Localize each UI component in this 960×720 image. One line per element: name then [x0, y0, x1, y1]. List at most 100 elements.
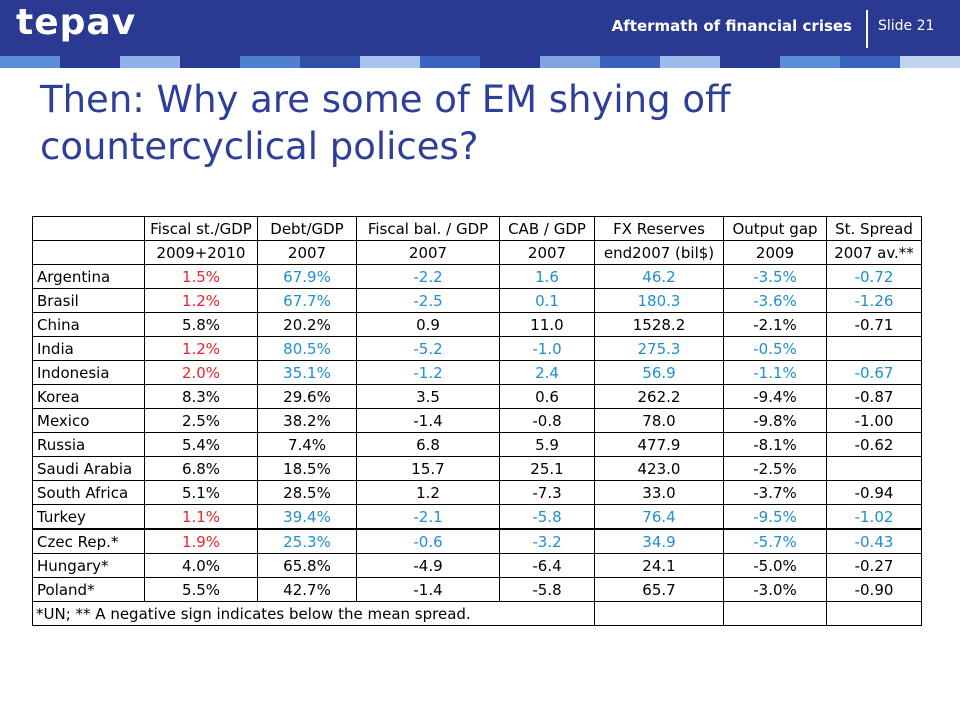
fiscal-stance-cell: 6.8% — [144, 456, 258, 481]
stripe-segment — [600, 56, 660, 68]
fiscal-stance-cell: 1.9% — [144, 528, 258, 554]
cab-gdp-cell: -5.8 — [499, 577, 595, 602]
column-header: Fiscal st./GDP — [144, 216, 258, 241]
table-row: Saudi Arabia 6.8% 18.5% 15.7 25.1 423.0 -2.5% — [32, 456, 922, 481]
fiscal-balance-cell: 6.8 — [356, 432, 500, 457]
country-cell: Saudi Arabia — [32, 456, 145, 481]
country-cell: Mexico — [32, 408, 145, 433]
spread-cell: -1.26 — [826, 288, 922, 313]
header-divider — [866, 10, 868, 48]
spread-cell: -1.00 — [826, 408, 922, 433]
fiscal-balance-cell: 3.5 — [356, 384, 500, 409]
output-gap-cell: -3.7% — [723, 480, 827, 505]
spread-cell: -0.43 — [826, 528, 922, 554]
output-gap-cell: -5.7% — [723, 528, 827, 554]
fiscal-balance-cell: -1.4 — [356, 408, 500, 433]
stripe-segment — [660, 56, 720, 68]
table-row: Czec Rep.* 1.9% 25.3% -0.6 -3.2 34.9 -5.7% -0.4… — [32, 528, 922, 554]
fx-reserves-cell: 33.0 — [594, 480, 724, 505]
table-row: South Africa 5.1% 28.5% 1.2 -7.3 33.0 -3.7% -0.… — [32, 480, 922, 505]
stripe-segment — [0, 56, 60, 68]
stripe-segment — [540, 56, 600, 68]
fiscal-balance-cell: -4.9 — [356, 553, 500, 578]
fx-reserves-cell: 275.3 — [594, 336, 724, 361]
stripe-segment — [480, 56, 540, 68]
cab-gdp-cell: 1.6 — [499, 264, 595, 289]
table-row: India 1.2% 80.5% -5.2 -1.0 275.3 -0.5% — [32, 336, 922, 361]
column-subheader: 2007 — [499, 240, 595, 265]
country-cell: Korea — [32, 384, 145, 409]
country-cell: South Africa — [32, 480, 145, 505]
fx-reserves-cell: 262.2 — [594, 384, 724, 409]
subheader-row: 2009+2010 2007 2007 2007 end2007 (bil$) 2009 2… — [32, 240, 922, 265]
spread-cell: -0.67 — [826, 360, 922, 385]
fx-reserves-cell: 1528.2 — [594, 312, 724, 337]
cab-gdp-cell: -3.2 — [499, 528, 595, 554]
fx-reserves-cell: 46.2 — [594, 264, 724, 289]
fiscal-stance-cell: 5.5% — [144, 577, 258, 602]
fiscal-stance-cell: 5.1% — [144, 480, 258, 505]
column-header: Debt/GDP — [257, 216, 357, 241]
debt-gdp-cell: 67.9% — [257, 264, 357, 289]
column-subheader: 2007 av.** — [826, 240, 922, 265]
fx-reserves-cell: 56.9 — [594, 360, 724, 385]
stripe-segment — [780, 56, 840, 68]
debt-gdp-cell: 18.5% — [257, 456, 357, 481]
output-gap-cell: -3.0% — [723, 577, 827, 602]
fiscal-stance-cell: 1.2% — [144, 288, 258, 313]
table-row: Argentina 1.5% 67.9% -2.2 1.6 46.2 -3.5% -0.72 — [32, 264, 922, 289]
country-cell: Poland* — [32, 577, 145, 602]
slide-title: Then: Why are some of EM shying off coun… — [40, 78, 731, 168]
country-cell: Czec Rep.* — [32, 528, 145, 554]
output-gap-cell: -9.4% — [723, 384, 827, 409]
cab-gdp-cell: 5.9 — [499, 432, 595, 457]
country-cell: India — [32, 336, 145, 361]
fiscal-stance-cell: 5.4% — [144, 432, 258, 457]
debt-gdp-cell: 29.6% — [257, 384, 357, 409]
fiscal-balance-cell: -0.6 — [356, 528, 500, 554]
table-row: Indonesia 2.0% 35.1% -1.2 2.4 56.9 -1.1% -0.67 — [32, 360, 922, 385]
fiscal-stance-cell: 4.0% — [144, 553, 258, 578]
debt-gdp-cell: 67.7% — [257, 288, 357, 313]
table-row: Brasil 1.2% 67.7% -2.5 0.1 180.3 -3.6% -1.26 — [32, 288, 922, 313]
cab-gdp-cell: -1.0 — [499, 336, 595, 361]
fiscal-balance-cell: -2.2 — [356, 264, 500, 289]
stripe-segment — [300, 56, 360, 68]
debt-gdp-cell: 25.3% — [257, 528, 357, 554]
column-header: Fiscal bal. / GDP — [356, 216, 500, 241]
spread-cell: -0.62 — [826, 432, 922, 457]
debt-gdp-cell: 65.8% — [257, 553, 357, 578]
spread-cell: -0.94 — [826, 480, 922, 505]
fx-reserves-cell: 180.3 — [594, 288, 724, 313]
stripe-segment — [120, 56, 180, 68]
column-subheader — [32, 240, 145, 265]
debt-gdp-cell: 28.5% — [257, 480, 357, 505]
debt-gdp-cell: 42.7% — [257, 577, 357, 602]
fiscal-balance-cell: -1.4 — [356, 577, 500, 602]
empty-cell — [723, 601, 827, 626]
fx-reserves-cell: 24.1 — [594, 553, 724, 578]
column-header: FX Reserves — [594, 216, 724, 241]
debt-gdp-cell: 7.4% — [257, 432, 357, 457]
empty-cell — [594, 601, 724, 626]
cab-gdp-cell: -6.4 — [499, 553, 595, 578]
country-cell: Brasil — [32, 288, 145, 313]
fiscal-balance-cell: -1.2 — [356, 360, 500, 385]
country-cell: Turkey — [32, 504, 145, 530]
cab-gdp-cell: -0.8 — [499, 408, 595, 433]
fiscal-stance-cell: 2.5% — [144, 408, 258, 433]
country-cell: Hungary* — [32, 553, 145, 578]
fx-reserves-cell: 34.9 — [594, 528, 724, 554]
spread-cell: -0.90 — [826, 577, 922, 602]
stripe-segment — [720, 56, 780, 68]
output-gap-cell: -5.0% — [723, 553, 827, 578]
fiscal-stance-cell: 1.2% — [144, 336, 258, 361]
column-subheader: 2007 — [257, 240, 357, 265]
table-row: Russia 5.4% 7.4% 6.8 5.9 477.9 -8.1% -0.62 — [32, 432, 922, 457]
footnote-row: *UN; ** A negative sign indicates below … — [32, 601, 922, 626]
debt-gdp-cell: 35.1% — [257, 360, 357, 385]
fiscal-balance-cell: 15.7 — [356, 456, 500, 481]
output-gap-cell: -2.5% — [723, 456, 827, 481]
country-cell: Argentina — [32, 264, 145, 289]
fiscal-balance-cell: -2.1 — [356, 504, 500, 530]
